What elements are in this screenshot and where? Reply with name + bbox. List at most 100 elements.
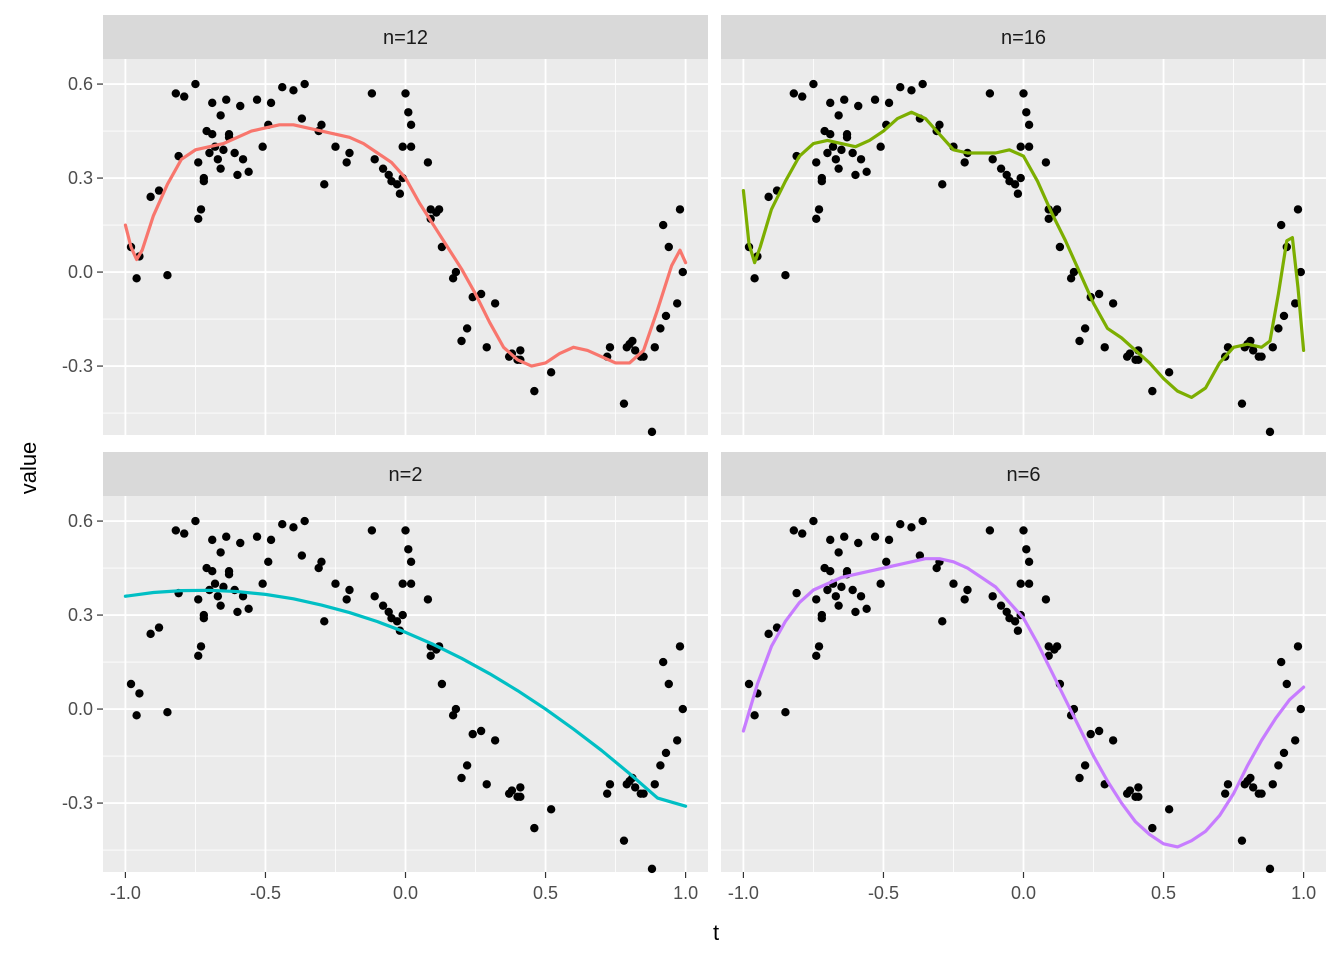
data-point <box>233 607 242 617</box>
data-point <box>834 548 843 557</box>
data-point <box>918 516 927 526</box>
data-point <box>297 114 307 123</box>
data-point <box>1080 761 1090 770</box>
data-point <box>320 617 329 626</box>
data-point <box>781 708 790 717</box>
data-point <box>812 651 821 660</box>
data-point <box>208 130 217 139</box>
data-point <box>840 95 849 104</box>
data-point <box>331 579 340 588</box>
data-point <box>317 557 326 566</box>
data-point <box>1296 267 1305 277</box>
data-point <box>831 155 841 164</box>
data-point <box>1223 780 1233 789</box>
data-point <box>395 189 405 198</box>
data-point <box>856 592 866 601</box>
data-point <box>1010 180 1020 189</box>
data-point <box>1108 736 1118 745</box>
data-point <box>907 86 916 95</box>
data-point <box>423 595 433 604</box>
data-point <box>884 98 894 108</box>
data-point <box>1024 579 1034 588</box>
data-point <box>278 83 287 92</box>
data-point <box>664 679 673 689</box>
data-point <box>915 551 925 560</box>
data-point <box>163 271 172 280</box>
data-point <box>384 607 393 617</box>
data-point <box>840 532 849 541</box>
data-point <box>876 142 885 151</box>
data-point <box>823 585 832 595</box>
data-point <box>180 92 189 101</box>
data-point <box>233 170 242 180</box>
data-point <box>1024 142 1034 151</box>
data-point <box>1293 642 1303 651</box>
data-point <box>1016 142 1025 151</box>
x-tick-label: 1.0 <box>1291 883 1316 903</box>
data-point <box>675 642 685 651</box>
data-point <box>781 271 790 280</box>
data-point <box>238 155 248 164</box>
data-point <box>1052 642 1062 651</box>
data-point <box>398 579 407 588</box>
data-point <box>448 274 458 283</box>
data-point <box>1246 773 1255 783</box>
data-point <box>812 158 821 167</box>
data-point <box>870 95 880 104</box>
data-point <box>1041 595 1051 604</box>
data-point <box>222 95 231 104</box>
data-point <box>1148 823 1157 833</box>
data-point <box>1010 617 1020 626</box>
data-point <box>1086 729 1095 739</box>
data-point <box>384 170 393 180</box>
data-point <box>985 526 995 535</box>
x-tick-label: 0.0 <box>1011 883 1036 903</box>
data-point <box>851 170 860 180</box>
panel-n-16: n=16 <box>721 15 1326 437</box>
data-point <box>191 516 200 526</box>
data-point <box>1279 748 1289 758</box>
data-point <box>1108 299 1118 308</box>
facet-strip-label: n=2 <box>389 464 423 486</box>
data-point <box>842 567 852 576</box>
data-point <box>842 130 852 139</box>
data-point <box>180 529 189 538</box>
data-point <box>1276 657 1286 667</box>
data-point <box>647 427 657 437</box>
data-point <box>882 557 891 566</box>
data-point <box>457 336 466 346</box>
data-point <box>208 98 217 108</box>
data-point <box>266 535 276 545</box>
data-point <box>300 516 309 526</box>
data-point <box>434 205 444 214</box>
data-point <box>1069 267 1079 277</box>
facet-strip <box>721 15 1326 59</box>
data-point <box>331 142 340 151</box>
data-point <box>345 148 354 158</box>
data-point <box>896 520 905 529</box>
data-point <box>1268 780 1277 789</box>
data-point <box>426 651 435 660</box>
panels-layer: n=12 -0.3 0.0 0.3 0.6 n=16 n=2 -0.3 0.0 0.3 0.6 -1.… <box>62 15 1326 903</box>
data-point <box>1134 792 1143 801</box>
data-point <box>1041 158 1051 167</box>
data-point <box>342 158 351 167</box>
data-point <box>314 563 323 573</box>
y-tick-label: 0.6 <box>68 74 93 94</box>
data-point <box>1268 343 1277 352</box>
data-point <box>236 101 245 111</box>
panel-n-2: n=2 -0.3 0.0 0.3 0.6 -1.0 -0.5 0.0 0.5 1.0 <box>62 452 708 903</box>
x-tick-label: 0.5 <box>1151 883 1176 903</box>
data-point <box>628 336 637 346</box>
data-point <box>482 343 491 352</box>
facet-strip-label: n=12 <box>383 27 428 49</box>
data-point <box>216 548 225 557</box>
y-tick-label: 0.3 <box>68 605 93 625</box>
data-point <box>406 579 416 588</box>
data-point <box>798 92 807 101</box>
data-point <box>1274 324 1283 333</box>
data-point <box>1265 864 1275 874</box>
data-point <box>619 836 629 845</box>
data-point <box>812 595 821 604</box>
data-point <box>490 299 500 308</box>
